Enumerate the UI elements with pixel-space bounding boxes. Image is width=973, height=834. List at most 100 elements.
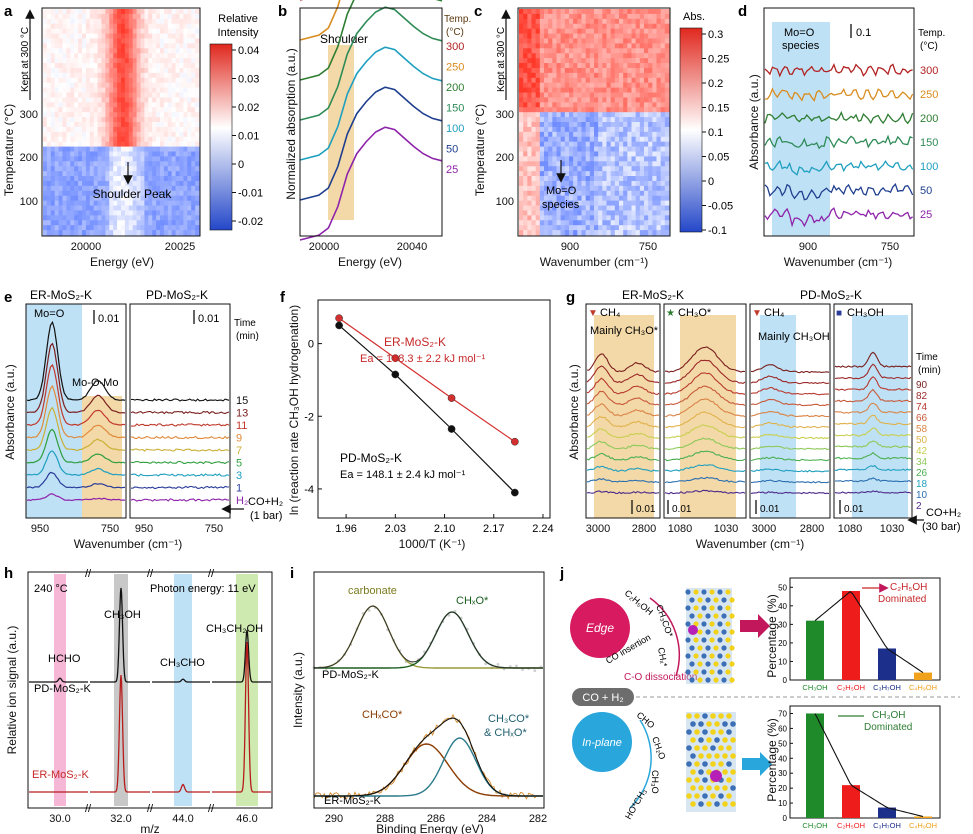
heat-cell bbox=[577, 230, 582, 236]
heat-cell bbox=[136, 53, 141, 59]
heat-cell bbox=[635, 9, 641, 15]
ylabel-c: Temperature (°C) bbox=[473, 104, 487, 196]
heat-cell bbox=[183, 176, 188, 182]
heat-cell bbox=[648, 210, 653, 216]
heat-cell bbox=[140, 215, 145, 221]
time-label: 15 bbox=[236, 395, 248, 407]
heat-cell bbox=[124, 215, 130, 221]
heat-cell bbox=[179, 48, 184, 54]
heat-cell bbox=[627, 28, 632, 35]
heat-cell bbox=[581, 141, 587, 148]
heat-cell bbox=[598, 171, 603, 177]
heat-cell bbox=[569, 33, 574, 39]
heat-cell bbox=[117, 176, 122, 182]
heat-cell bbox=[117, 107, 122, 113]
heat-cell bbox=[74, 13, 79, 20]
heat-cell bbox=[631, 225, 637, 231]
heat-cell bbox=[573, 82, 578, 89]
heat-cell bbox=[101, 97, 106, 103]
heat-cell bbox=[124, 43, 130, 49]
heat-cell bbox=[664, 102, 670, 108]
heat-cell bbox=[46, 13, 52, 20]
heat-cell bbox=[89, 156, 95, 162]
heat-cell bbox=[531, 38, 537, 44]
heat-cell bbox=[544, 166, 549, 172]
heat-cell bbox=[109, 82, 114, 89]
heat-cell bbox=[117, 43, 122, 49]
heat-cell bbox=[163, 131, 169, 138]
heat-cell bbox=[175, 102, 180, 108]
heat-cell bbox=[187, 28, 192, 35]
heat-cell bbox=[560, 230, 566, 236]
heat-cell bbox=[664, 195, 670, 202]
heat-cell bbox=[66, 131, 71, 138]
heat-cell bbox=[535, 67, 541, 74]
heat-cell bbox=[97, 97, 102, 103]
heat-cell bbox=[113, 176, 118, 182]
heat-cell bbox=[191, 97, 196, 103]
heat-cell bbox=[195, 166, 200, 172]
heat-cell bbox=[62, 146, 67, 152]
heat-cell bbox=[569, 87, 574, 94]
heat-cell bbox=[648, 87, 653, 94]
atom bbox=[718, 713, 724, 719]
heat-cell bbox=[148, 82, 153, 89]
heat-cell bbox=[556, 146, 562, 152]
heat-cell bbox=[175, 225, 180, 231]
heat-cell bbox=[105, 9, 110, 15]
atom bbox=[710, 713, 716, 719]
heat-cell bbox=[602, 156, 607, 162]
heat-cell bbox=[552, 161, 557, 167]
heat-cell bbox=[631, 185, 637, 192]
heat-cell bbox=[175, 171, 180, 177]
heat-cell bbox=[614, 97, 620, 103]
heat-cell bbox=[66, 107, 71, 113]
heat-cell bbox=[167, 77, 173, 84]
heat-cell bbox=[58, 230, 63, 236]
heat-cell bbox=[519, 48, 524, 54]
heat-cell bbox=[531, 131, 537, 138]
heat-cell bbox=[113, 126, 118, 133]
heat-cell bbox=[54, 166, 60, 172]
heat-cell bbox=[85, 97, 91, 103]
temp-label: 50 bbox=[446, 144, 458, 156]
heat-cell bbox=[598, 102, 603, 108]
heat-cell bbox=[614, 151, 620, 157]
heat-cell bbox=[635, 77, 641, 84]
heat-cell bbox=[82, 180, 87, 187]
heat-cell bbox=[652, 72, 657, 79]
series-line bbox=[764, 182, 914, 201]
heat-cell bbox=[160, 23, 165, 30]
heat-cell bbox=[62, 53, 67, 59]
heat-cell bbox=[594, 171, 599, 177]
heat-cell bbox=[552, 131, 557, 138]
heat-cell bbox=[152, 9, 157, 15]
heat-cell bbox=[140, 112, 145, 118]
heat-cell bbox=[606, 107, 612, 113]
heat-cell bbox=[560, 102, 566, 108]
heat-cell bbox=[128, 176, 134, 182]
heat-cell bbox=[585, 200, 591, 207]
heat-cell bbox=[577, 92, 582, 98]
heat-cell bbox=[539, 220, 545, 226]
heat-cell bbox=[598, 87, 603, 94]
heat-cell bbox=[109, 48, 114, 54]
heat-cell bbox=[195, 185, 200, 192]
heat-cell bbox=[623, 185, 628, 192]
heat-cell bbox=[631, 112, 637, 118]
heat-cell bbox=[175, 200, 180, 207]
heat-cell bbox=[183, 82, 188, 89]
ytick-label: 30 bbox=[778, 769, 787, 778]
heat-cell bbox=[160, 141, 165, 148]
heat-cell bbox=[573, 9, 578, 15]
heat-cell bbox=[183, 38, 188, 44]
time-label: 42 bbox=[916, 446, 928, 457]
heat-cell bbox=[191, 166, 196, 172]
heat-cell bbox=[128, 225, 134, 231]
heat-cell bbox=[128, 141, 134, 148]
heat-cell bbox=[78, 185, 83, 192]
atom bbox=[718, 745, 724, 751]
heat-cell bbox=[548, 112, 553, 118]
heat-cell bbox=[70, 225, 75, 231]
heat-cell bbox=[610, 126, 616, 133]
